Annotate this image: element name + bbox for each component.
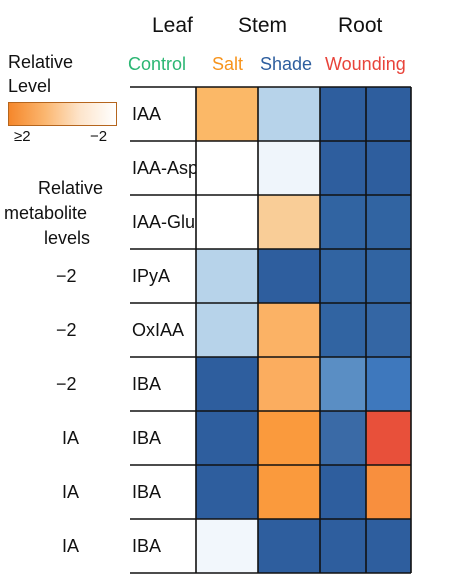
side-label: −2 (56, 266, 77, 286)
row-label-iba: IBA (132, 482, 162, 502)
heatmap-cell (320, 357, 366, 411)
row-label-iaa-asp: IAA-Asp (132, 158, 199, 178)
heatmap-cell (366, 357, 411, 411)
heatmap-cell (196, 519, 258, 573)
row-label-iba: IBA (132, 374, 162, 394)
side-label: IA (62, 482, 80, 502)
heatmap-cell (196, 249, 258, 303)
heatmap-cell (258, 411, 320, 465)
colorbar (8, 102, 117, 126)
heatmap-cell (196, 303, 258, 357)
colorbar-max-label: −2 (90, 128, 108, 145)
heatmap-cell (258, 357, 320, 411)
row-label-iba: IBA (132, 536, 162, 556)
heatmap-cell (366, 195, 411, 249)
heatmap-cell (320, 303, 366, 357)
heatmap-cell (258, 249, 320, 303)
heatmap-cell (196, 195, 258, 249)
legend-subtitle-line2: metabolite (4, 203, 88, 223)
heatmap-cell (196, 141, 258, 195)
heatmap-cell (258, 141, 320, 195)
heatmap-cell (366, 303, 411, 357)
row-label-oxiaa: OxIAA (132, 320, 185, 340)
row-label-ipya: IPyA (132, 266, 171, 286)
side-label: −2 (56, 374, 77, 394)
heatmap-cell (366, 411, 411, 465)
heatmap-cell (258, 303, 320, 357)
row-label-iaa: IAA (132, 104, 162, 124)
condition-label-wounding: Wounding (325, 54, 406, 74)
heatmap-cell (258, 465, 320, 519)
condition-label-shade: Shade (260, 54, 313, 74)
heatmap-cell (320, 519, 366, 573)
side-label: −2 (56, 320, 77, 340)
heatmap-cell (196, 87, 258, 141)
heatmap-cell (196, 465, 258, 519)
legend-subtitle-line3: levels (44, 228, 91, 248)
heatmap-cell (366, 87, 411, 141)
heatmap-cell (366, 141, 411, 195)
heatmap-cell (320, 465, 366, 519)
side-label: IA (62, 536, 80, 556)
condition-label-control: Control (128, 54, 187, 74)
heatmap-cell (258, 87, 320, 141)
tissue-label-stem: Stem (238, 14, 288, 37)
heatmap-cell (196, 411, 258, 465)
heatmap-cell (320, 141, 366, 195)
legend-subtitle-line1: Relative (38, 178, 104, 198)
colorbar-min-label: ≥2 (14, 128, 31, 145)
legend-title-line1: Relative (8, 52, 74, 72)
heatmap-cell (320, 195, 366, 249)
side-label: IA (62, 428, 80, 448)
heatmap-cell (320, 411, 366, 465)
heatmap-cell (320, 249, 366, 303)
heatmap-cell (258, 195, 320, 249)
tissue-label-leaf: Leaf (152, 14, 193, 37)
heatmap-cell (196, 357, 258, 411)
legend-title-line2: Level (8, 76, 52, 96)
heatmap-cell (366, 465, 411, 519)
tissue-label-root: Root (338, 14, 383, 37)
row-label-iba: IBA (132, 428, 162, 448)
heatmap-cell (366, 519, 411, 573)
condition-label-salt: Salt (212, 54, 244, 74)
heatmap-cell (366, 249, 411, 303)
row-label-iaa-glu: IAA-Glu (132, 212, 196, 232)
heatmap-cell (258, 519, 320, 573)
heatmap-cell (320, 87, 366, 141)
